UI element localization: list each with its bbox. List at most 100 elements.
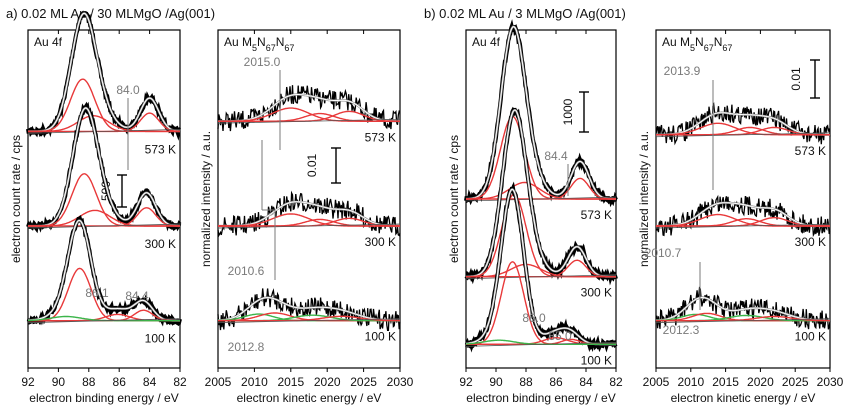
- x-tick-label: 84: [579, 375, 593, 389]
- spectrum-envelope: [218, 297, 400, 322]
- x-tick-label: 82: [173, 375, 187, 389]
- panel-label: Au 4f: [34, 35, 63, 49]
- peak-annotation: 85.0: [548, 329, 572, 343]
- panel-label: Au M5N67N67: [662, 35, 732, 53]
- x-tick-label: 2005: [205, 375, 232, 389]
- x-tick-label: 90: [489, 375, 503, 389]
- spectrum-component: [466, 181, 616, 200]
- figure-b-title: b) 0.02 ML Au / 3 MLMgO /Ag(001): [424, 6, 626, 21]
- spectrum-component: [28, 209, 180, 227]
- x-axis-label: electron kinetic energy / eV: [671, 391, 816, 405]
- x-axis-label: electron kinetic energy / eV: [237, 391, 382, 405]
- panel-label: Au M5N67N67: [224, 35, 294, 53]
- baseline: [465, 196, 617, 202]
- temperature-label: 100 K: [581, 353, 612, 367]
- x-tick-label: 90: [52, 375, 66, 389]
- x-tick-label: 86: [549, 375, 563, 389]
- baseline: [655, 318, 831, 324]
- plot-frame: [27, 29, 181, 369]
- spectrum-component: [466, 263, 616, 278]
- x-tick-label: 2030: [387, 375, 414, 389]
- panel-b-au4f: Au 4f 92 90 88 86 84 82 electron binding energy…: [447, 19, 623, 405]
- spectrum-envelope: [28, 107, 180, 227]
- x-tick-label: 86: [113, 375, 127, 389]
- y-axis-label: electron count rate / cps: [9, 135, 23, 263]
- x-tick-label: 2015: [277, 375, 304, 389]
- scale-bar-label: 1000: [561, 98, 575, 125]
- y-axis-label: normalized intensity / a.u.: [637, 131, 651, 267]
- temperature-label: 300 K: [795, 235, 826, 249]
- x-tick-label: 2020: [314, 375, 341, 389]
- peak-annotation: 84.4: [125, 289, 149, 303]
- temperature-label: 573 K: [795, 144, 826, 158]
- spectrum-raw: [655, 286, 831, 330]
- peak-annotation: 2012.8: [228, 340, 265, 354]
- peak-annotation: 84.0: [116, 83, 140, 97]
- y-axis-label: normalized intensity / a.u.: [199, 131, 213, 267]
- spectrum-envelope: [656, 112, 830, 136]
- spectrum-raw: [217, 85, 401, 132]
- plot-frame: [655, 29, 831, 369]
- figure-a-title: a) 0.02 ML Au / 30 MLMgO /Ag(001): [6, 6, 215, 21]
- x-tick-label: 88: [519, 375, 533, 389]
- x-tick-label: 2010: [677, 375, 704, 389]
- peak-annotation: 2012.3: [663, 323, 700, 337]
- x-tick-label: 2025: [350, 375, 377, 389]
- x-tick-label: 2015: [712, 375, 739, 389]
- temperature-label: 573 K: [581, 208, 612, 222]
- temperature-label: 573 K: [145, 142, 176, 156]
- spectrum-raw: [655, 102, 831, 146]
- x-tick-label: 84: [143, 375, 157, 389]
- x-tick-label: 2020: [747, 375, 774, 389]
- x-axis-label: electron binding energy / eV: [466, 391, 615, 405]
- baseline: [217, 118, 401, 124]
- peak-annotation: 86.0: [522, 311, 546, 325]
- peak-annotation: 2010.7: [645, 246, 682, 260]
- x-tick-label: 2005: [643, 375, 670, 389]
- scale-bar-label: 0.01: [789, 67, 803, 91]
- x-tick-label: 92: [459, 375, 473, 389]
- y-axis-label: electron count rate / cps: [447, 135, 461, 263]
- baseline: [465, 274, 617, 280]
- temperature-label: 300 K: [581, 286, 612, 300]
- baseline: [27, 223, 181, 229]
- baseline: [465, 341, 617, 347]
- baseline: [27, 318, 181, 324]
- peak-annotation: 86.1: [85, 286, 109, 300]
- plot-frame: [217, 29, 401, 369]
- baseline: [217, 223, 401, 229]
- spectrum-envelope: [466, 26, 616, 200]
- temperature-label: 100 K: [795, 330, 826, 344]
- x-tick-label: 2025: [782, 375, 809, 389]
- baseline: [655, 132, 831, 138]
- spectrum-envelope: [218, 94, 400, 122]
- panel-a-mnn: Au M5N67N67 2005 2010 2015 2020 2025 2030 elect…: [199, 29, 414, 405]
- spectrum-raw: [217, 190, 401, 238]
- spectrum-raw: [26, 214, 182, 327]
- peak-annotation: 2015.0: [244, 55, 281, 69]
- temperature-label: 100 K: [365, 330, 396, 344]
- scale-bar-label: 0.01: [305, 153, 319, 177]
- temperature-label: 300 K: [145, 237, 176, 251]
- x-tick-label: 88: [82, 375, 96, 389]
- baseline: [27, 129, 181, 134]
- peak-annotation: 84.4: [544, 149, 568, 163]
- baseline: [655, 223, 831, 229]
- x-tick-label: 92: [21, 375, 35, 389]
- panel-b-mnn: Au M5N67N67 2005 2010 2015 2020 2025 2030elect…: [637, 29, 844, 405]
- spectrum-raw: [655, 194, 831, 238]
- panel-a-au4f: Au 4f 92 90 88 86 84 82 electron binding energy…: [9, 10, 187, 405]
- x-axis-label: electron binding energy / eV: [29, 391, 178, 405]
- spectrum-envelope: [655, 297, 830, 322]
- x-tick-label: 2030: [817, 375, 844, 389]
- spectrum-envelope: [656, 202, 830, 227]
- temperature-label: 100 K: [145, 332, 176, 346]
- x-tick-label: 2010: [241, 375, 268, 389]
- spectrum-envelope: [28, 12, 181, 132]
- spectrum-envelope: [28, 219, 180, 322]
- temperature-label: 300 K: [365, 235, 396, 249]
- baseline: [217, 318, 401, 324]
- temperature-label: 573 K: [365, 130, 396, 144]
- peak-annotation: 2010.6: [228, 264, 265, 278]
